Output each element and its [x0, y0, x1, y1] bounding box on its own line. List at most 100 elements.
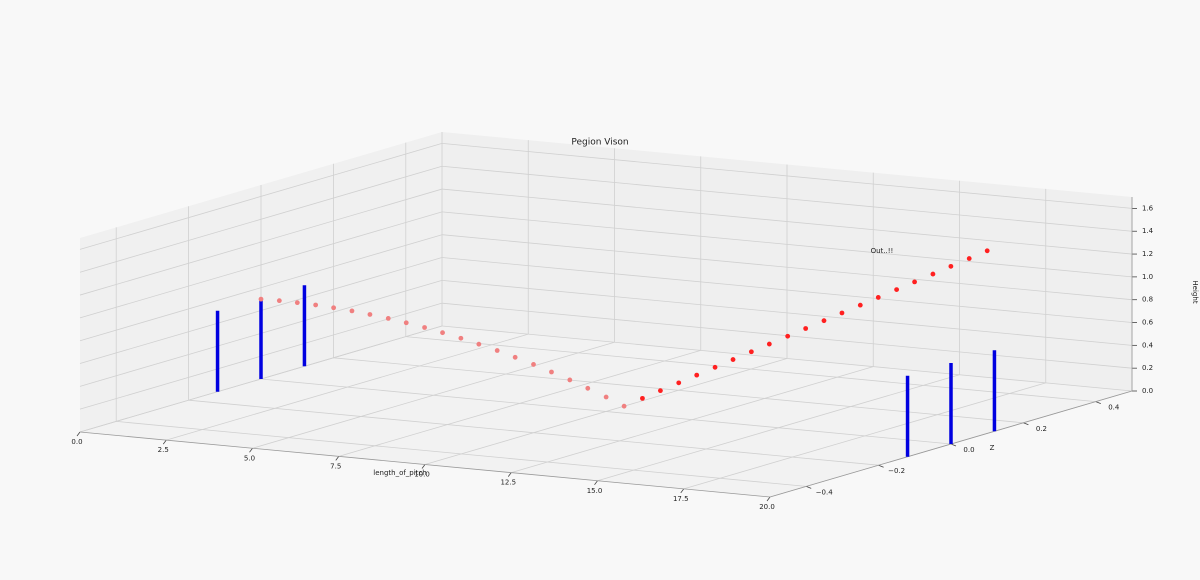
- x-tick: [594, 480, 598, 485]
- z-grid-line: [441, 143, 1133, 209]
- x-tick: [766, 496, 771, 502]
- y-tick-label: −0.2: [888, 467, 905, 475]
- ball-point: [331, 305, 337, 311]
- x-tick-label: 5.0: [244, 454, 255, 462]
- ball-point: [258, 296, 264, 302]
- x-tick: [335, 456, 340, 461]
- ball-point: [313, 302, 319, 308]
- y-grid-line: [405, 336, 1096, 402]
- x-tick-label: 0.0: [71, 438, 82, 446]
- ball-point: [748, 349, 754, 355]
- ball-point: [948, 263, 954, 269]
- x-tick: [162, 439, 167, 445]
- y-tick-label: 0.0: [963, 446, 974, 454]
- z-grid-line: [79, 143, 443, 250]
- ball-point: [766, 341, 772, 347]
- y-tick-label: −0.4: [816, 488, 834, 496]
- ball-point: [839, 310, 845, 316]
- z-grid-line: [441, 211, 1133, 278]
- x-tick-label: 2.5: [158, 446, 169, 454]
- z-tick-label: 1.0: [1142, 273, 1153, 281]
- z-tick-label: 1.2: [1142, 250, 1153, 258]
- x-tick: [507, 472, 512, 477]
- y-tick: [1095, 401, 1101, 404]
- ball-point: [422, 325, 427, 330]
- ball-point: [440, 330, 445, 336]
- z-grid-line: [441, 279, 1133, 346]
- x-tick-label: 20.0: [759, 503, 775, 511]
- ball-point: [694, 372, 700, 378]
- y-tick: [806, 486, 812, 489]
- ball-point: [603, 394, 609, 400]
- ball-point: [476, 341, 482, 347]
- ball-point: [785, 333, 791, 339]
- x-tick-label: 10.0: [414, 471, 430, 479]
- y-grid-line: [188, 399, 879, 466]
- y-tick: [950, 443, 957, 447]
- ball-point: [367, 312, 373, 317]
- annotation: Out..!!: [871, 247, 894, 255]
- ball-point: [621, 403, 627, 409]
- ball-point: [640, 395, 645, 401]
- ball-point: [567, 377, 573, 383]
- z-tick-label: 0.6: [1142, 319, 1154, 327]
- ball-point: [403, 320, 409, 326]
- ball-point: [294, 300, 300, 306]
- y-tick: [1023, 422, 1029, 426]
- z-grid-line: [441, 188, 1133, 255]
- z-tick-label: 0.0: [1142, 387, 1153, 395]
- ball-point: [549, 369, 554, 375]
- ball-point: [531, 362, 536, 367]
- ball-point: [585, 385, 591, 391]
- ball-point: [712, 364, 718, 370]
- z-tick-label: 1.6: [1142, 204, 1154, 212]
- y-grid-line: [260, 378, 952, 445]
- z-tick-label: 1.4: [1142, 227, 1154, 235]
- ball-point: [821, 318, 827, 324]
- z-tick-label: 0.2: [1142, 364, 1153, 372]
- z-grid-line: [441, 234, 1133, 301]
- z-grid-line: [441, 325, 1133, 392]
- x-axis-line: [79, 431, 771, 498]
- y-grid-line: [116, 421, 807, 487]
- grid: 0.0 2.5 5.0 7.5 10.0 12.5 15.0 17.5 20.0 −0.4 −0.2…: [71, 132, 1154, 511]
- ball-point: [349, 308, 355, 314]
- z-grid-line: [79, 188, 443, 296]
- ball-point: [385, 315, 391, 321]
- z-grid-line: [441, 257, 1133, 323]
- z-grid-line: [79, 165, 443, 273]
- z-tick-label: 0.8: [1142, 296, 1153, 304]
- ball-point: [803, 326, 809, 331]
- x-tick-label: 12.5: [500, 479, 516, 487]
- x-axis-label: length_of_pitch: [373, 469, 426, 477]
- ball-point: [276, 298, 282, 304]
- ball-point: [984, 248, 990, 254]
- y-tick: [878, 464, 884, 468]
- ball-point: [875, 295, 881, 300]
- ball-point: [676, 380, 682, 386]
- ball-point: [930, 271, 936, 277]
- z-grid-line: [79, 234, 443, 342]
- x-tick: [680, 488, 685, 494]
- ball-point: [857, 302, 863, 308]
- z-grid-line: [79, 211, 443, 319]
- ball-point: [658, 388, 663, 394]
- ball-point: [458, 335, 464, 341]
- ball-point: [494, 348, 500, 353]
- y-tick-label: 0.2: [1036, 425, 1047, 433]
- z-axis-label: Height: [1191, 280, 1199, 303]
- ball-point: [912, 279, 917, 285]
- x-tick-label: 15.0: [587, 487, 603, 495]
- x-tick: [76, 431, 81, 437]
- x-tick: [249, 448, 253, 453]
- z-tick-label: 0.4: [1142, 341, 1154, 349]
- ball-point: [730, 357, 736, 362]
- x-tick-label: 7.5: [330, 462, 341, 470]
- ball-point: [894, 287, 900, 293]
- x-tick-label: 17.5: [673, 495, 689, 503]
- y-axis-label: Z: [990, 444, 995, 452]
- z-grid-line: [441, 165, 1133, 232]
- chart-title: Pegion Vison: [571, 138, 628, 148]
